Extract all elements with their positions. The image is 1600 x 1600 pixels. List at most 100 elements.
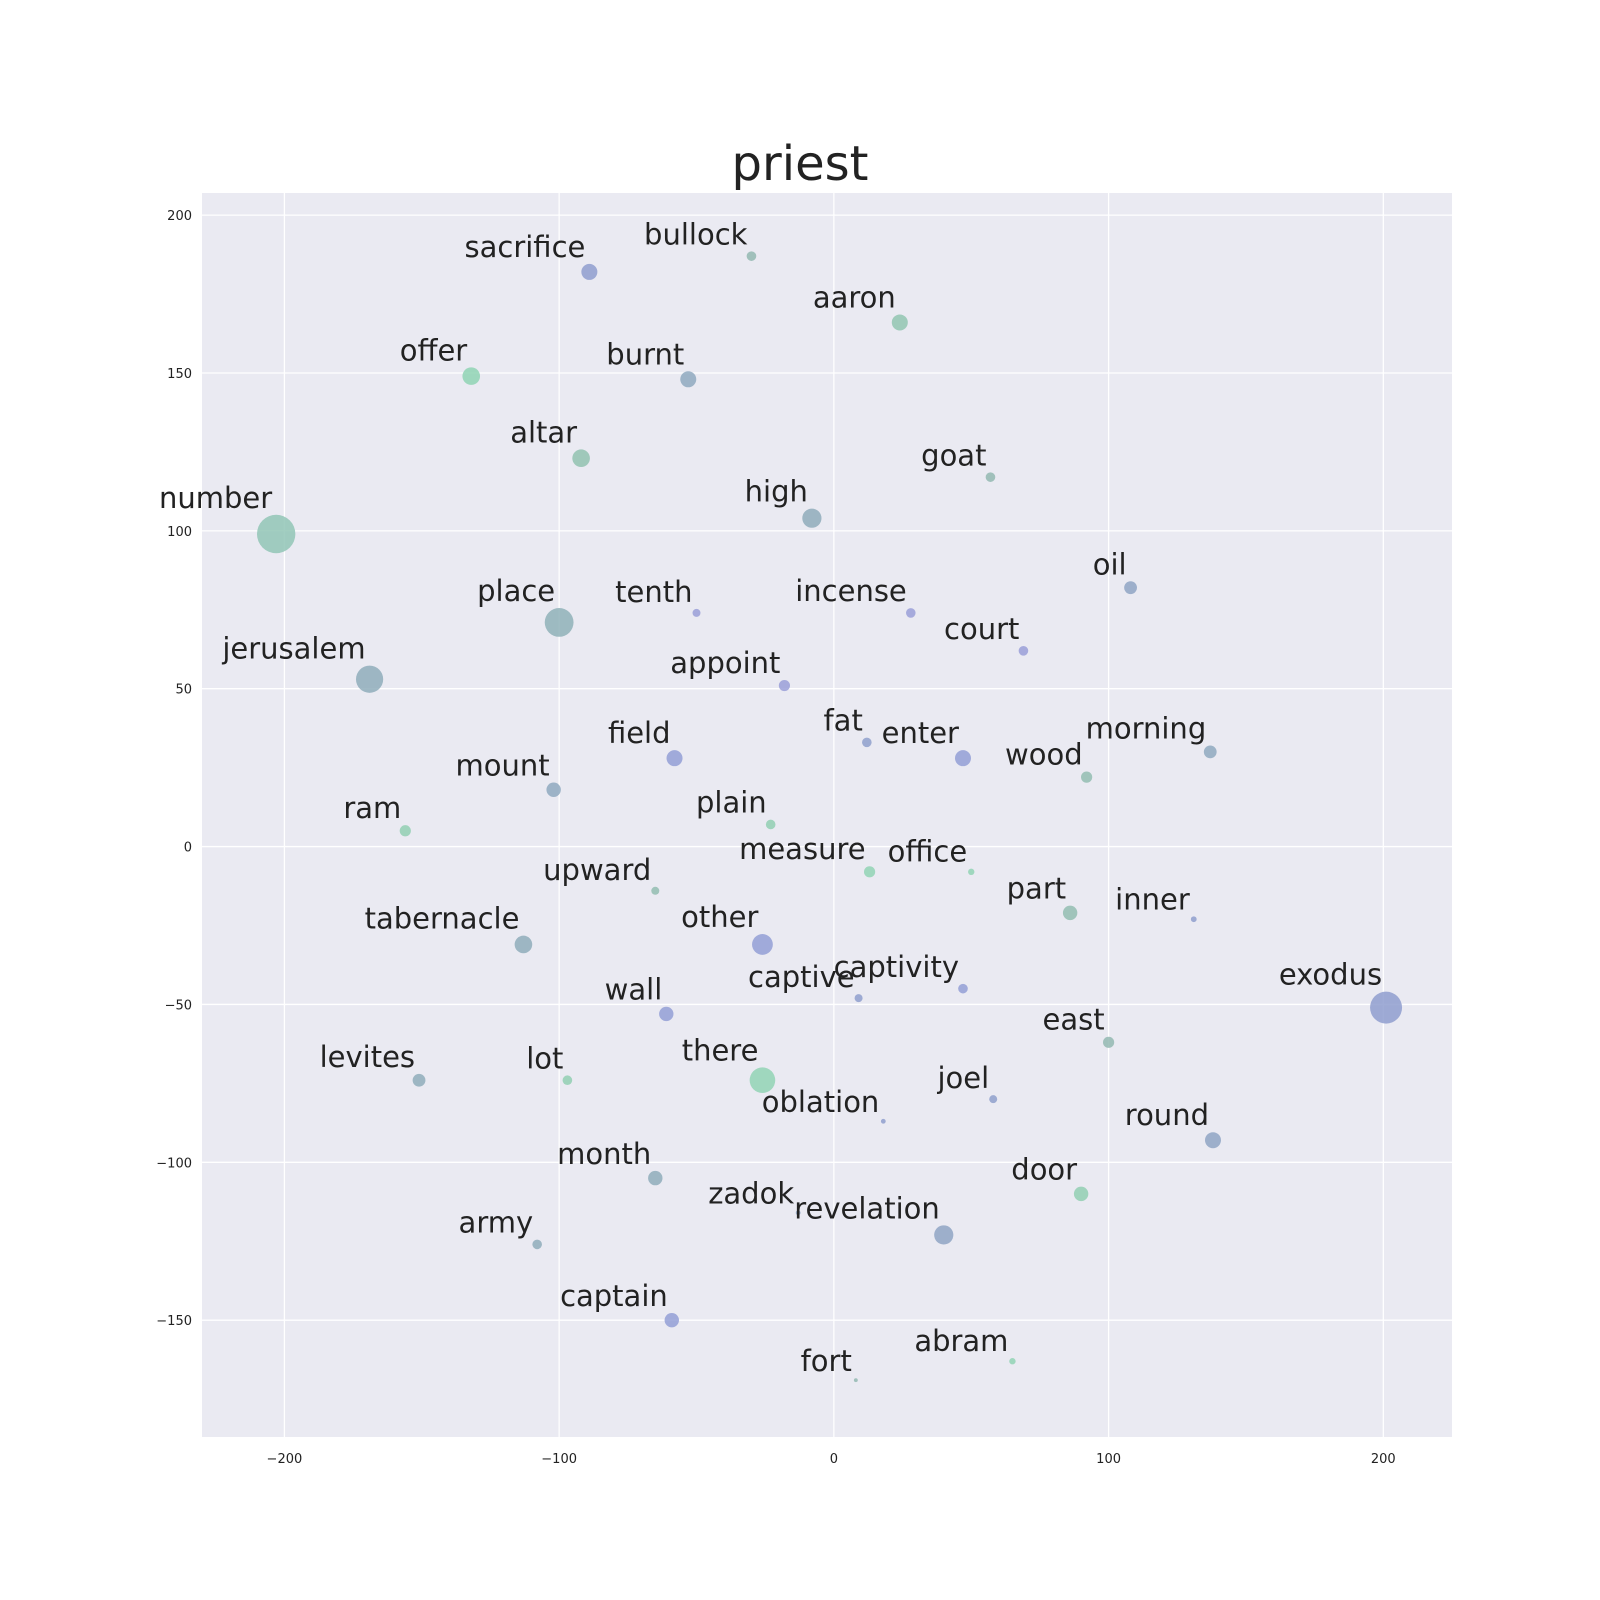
point-label-exodus: exodus: [1279, 958, 1382, 992]
data-point-measure: [863, 866, 876, 878]
point-label-ram: ram: [343, 791, 401, 825]
point-label-east: east: [1042, 1003, 1104, 1037]
y-tick-label: −100: [156, 1156, 192, 1171]
point-label-captive: captive: [748, 960, 855, 994]
data-point-joel: [989, 1095, 998, 1104]
x-tick-label: −100: [541, 1452, 577, 1467]
point-label-enter: enter: [882, 716, 959, 750]
point-label-wood: wood: [1005, 738, 1083, 772]
y-tick-label: 150: [167, 367, 192, 382]
point-label-goat: goat: [921, 438, 986, 472]
point-label-high: high: [745, 475, 808, 509]
point-label-levites: levites: [320, 1040, 415, 1074]
data-point-number: [256, 514, 296, 554]
point-label-offer: offer: [400, 333, 468, 367]
data-point-altar: [572, 449, 590, 468]
data-point-aaron: [891, 314, 908, 331]
data-point-oblation: [880, 1118, 886, 1124]
point-label-tabernacle: tabernacle: [365, 902, 520, 936]
point-label-tenth: tenth: [615, 575, 692, 609]
data-point-burnt: [680, 371, 697, 388]
data-point-jerusalem: [355, 665, 384, 693]
data-point-morning: [1203, 745, 1217, 759]
data-point-captivity: [958, 983, 968, 994]
data-point-captain: [664, 1312, 679, 1328]
data-point-levites: [412, 1073, 426, 1087]
data-point-other: [752, 934, 773, 955]
y-tick-label: 100: [167, 525, 192, 540]
point-label-mount: mount: [456, 749, 550, 783]
data-point-lot: [562, 1075, 573, 1086]
data-point-army: [532, 1239, 542, 1250]
point-label-door: door: [1011, 1153, 1077, 1187]
data-point-wall: [659, 1006, 674, 1022]
point-label-appoint: appoint: [670, 646, 780, 680]
y-tick-label: −150: [156, 1314, 192, 1329]
data-point-office: [968, 868, 975, 876]
data-point-inner: [1190, 916, 1197, 923]
data-point-door: [1073, 1186, 1089, 1202]
data-point-abram: [1009, 1358, 1016, 1365]
data-points: [256, 251, 1403, 1383]
point-label-captivity: captivity: [834, 950, 959, 984]
point-label-fat: fat: [823, 704, 862, 738]
x-tick-label: 200: [1371, 1452, 1396, 1467]
point-label-plain: plain: [696, 786, 767, 820]
point-label-inner: inner: [1115, 882, 1190, 916]
point-label-office: office: [888, 835, 968, 869]
data-point-field: [666, 750, 683, 767]
data-point-exodus: [1370, 991, 1403, 1024]
point-label-aaron: aaron: [813, 280, 896, 314]
y-tick-label: 50: [175, 683, 192, 698]
data-point-there: [749, 1067, 776, 1094]
data-point-bullock: [746, 251, 757, 261]
point-label-measure: measure: [739, 832, 865, 866]
data-point-tabernacle: [514, 935, 533, 954]
data-point-appoint: [778, 679, 791, 692]
point-label-sacrifice: sacrifice: [465, 230, 586, 264]
point-label-place: place: [477, 574, 555, 608]
point-label-zadok: zadok: [708, 1176, 794, 1210]
point-label-abram: abram: [914, 1324, 1008, 1358]
point-label-jerusalem: jerusalem: [221, 632, 365, 666]
data-point-mount: [546, 782, 561, 797]
point-label-bullock: bullock: [644, 217, 748, 251]
tick-labels: −200 −100 0 100 200 −150 −100 −50 0 50 100 150 200: [156, 209, 1395, 1467]
point-label-part: part: [1007, 872, 1066, 906]
point-label-incense: incense: [795, 574, 907, 608]
data-point-round: [1204, 1132, 1221, 1149]
point-label-round: round: [1125, 1098, 1209, 1132]
point-label-there: there: [682, 1033, 759, 1067]
data-point-incense: [905, 608, 916, 618]
data-point-sacrifice: [581, 263, 598, 280]
data-point-ram: [399, 825, 411, 837]
y-tick-label: 0: [184, 841, 192, 856]
point-label-upward: upward: [543, 853, 651, 887]
data-point-captive: [854, 994, 863, 1003]
data-point-fat: [862, 737, 872, 748]
data-point-offer: [462, 367, 481, 385]
x-tick-label: −200: [267, 1452, 303, 1467]
plot-area: [202, 193, 1452, 1437]
data-point-upward: [651, 886, 660, 895]
point-label-captain: captain: [560, 1279, 668, 1313]
data-point-zadok: [795, 1210, 801, 1216]
y-tick-label: 200: [167, 209, 192, 224]
point-label-army: army: [459, 1206, 534, 1240]
point-label-court: court: [944, 612, 1019, 646]
x-tick-label: 0: [830, 1452, 838, 1467]
grid-lines: [202, 193, 1452, 1437]
point-label-oblation: oblation: [762, 1085, 880, 1119]
x-tick-label: 100: [1096, 1452, 1121, 1467]
data-point-month: [648, 1170, 663, 1186]
point-label-wall: wall: [605, 973, 663, 1007]
point-label-oil: oil: [1093, 547, 1127, 581]
point-label-fort: fort: [801, 1344, 852, 1378]
point-label-morning: morning: [1086, 711, 1207, 745]
data-point-place: [544, 608, 574, 637]
point-label-other: other: [681, 900, 758, 934]
data-point-enter: [954, 750, 971, 767]
data-point-plain: [765, 819, 776, 830]
y-tick-label: −50: [165, 998, 192, 1013]
